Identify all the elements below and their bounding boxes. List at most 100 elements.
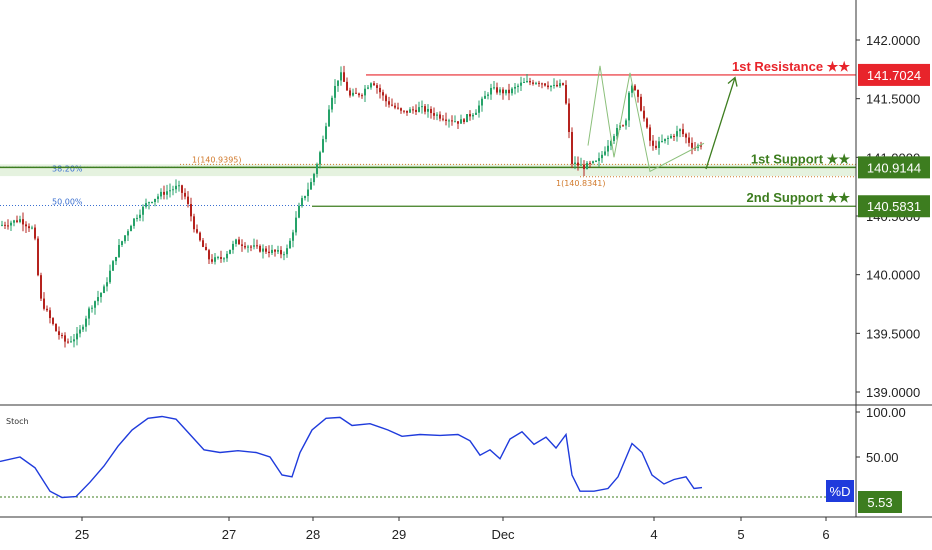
candle xyxy=(649,124,651,147)
candle xyxy=(268,245,270,258)
candle-body xyxy=(535,82,537,84)
stoch-title: Stoch xyxy=(6,417,29,426)
candle xyxy=(154,198,156,207)
candle xyxy=(538,80,540,87)
candle xyxy=(634,84,636,92)
candle-body xyxy=(622,125,624,127)
candle xyxy=(334,79,336,104)
candle-body xyxy=(550,85,552,88)
candle-body xyxy=(151,202,153,204)
stochastic-pane[interactable]: Stoch %D xyxy=(0,415,856,503)
candle-body xyxy=(502,89,504,94)
fib-38-label: 38.20% xyxy=(52,164,83,173)
candle xyxy=(241,239,243,252)
candle-body xyxy=(7,225,9,227)
candle xyxy=(166,184,168,200)
candle xyxy=(184,188,186,200)
candle xyxy=(547,81,549,90)
candle-body xyxy=(94,301,96,308)
candle-body xyxy=(1,224,3,226)
candle-body xyxy=(130,225,132,232)
candle-body xyxy=(469,114,471,117)
candle xyxy=(442,115,444,122)
candle-body xyxy=(586,162,588,170)
candle xyxy=(415,104,417,115)
candle-body xyxy=(271,249,273,254)
candle-body xyxy=(10,222,12,226)
candle xyxy=(628,91,630,128)
candle xyxy=(211,254,213,264)
candle-body xyxy=(187,196,189,204)
candle xyxy=(247,244,249,253)
candle xyxy=(169,183,171,198)
candle xyxy=(550,85,552,92)
price-pane[interactable]: 38.20% 50.00% 1(140.9395) 1(140.8341) 1st Re… xyxy=(0,59,856,348)
candle xyxy=(31,225,33,230)
candle xyxy=(673,133,675,141)
candle-body xyxy=(58,331,60,336)
candle-body xyxy=(334,85,336,98)
candle xyxy=(460,114,462,124)
candle-body xyxy=(289,240,291,249)
candle xyxy=(526,74,528,83)
candle-body xyxy=(547,85,549,88)
candle xyxy=(409,107,411,113)
candle xyxy=(376,82,378,94)
candle xyxy=(193,213,195,233)
candle xyxy=(493,81,495,90)
candle xyxy=(466,113,468,123)
candle-body xyxy=(409,109,411,113)
candle xyxy=(118,239,120,259)
candle-body xyxy=(178,185,180,187)
candle-body xyxy=(496,87,498,93)
candle xyxy=(502,87,504,100)
candle xyxy=(286,244,288,258)
candle xyxy=(559,79,561,88)
candle-body xyxy=(196,229,198,233)
candle-body xyxy=(322,139,324,153)
candle-body xyxy=(454,121,456,123)
candle-body xyxy=(49,310,51,319)
candle xyxy=(520,76,522,91)
candle-body xyxy=(364,88,366,96)
candle xyxy=(343,65,345,82)
candle-body xyxy=(280,250,282,255)
candle-body xyxy=(670,135,672,138)
candle-body xyxy=(691,142,693,148)
candle-body xyxy=(388,101,390,105)
candle xyxy=(307,182,309,202)
candle-body xyxy=(544,83,546,86)
candle xyxy=(109,264,111,284)
candle xyxy=(679,128,681,138)
candle-body xyxy=(355,92,357,94)
candle xyxy=(658,136,660,155)
candle xyxy=(424,104,426,115)
candle xyxy=(316,162,318,178)
candle-body xyxy=(310,182,312,190)
candle xyxy=(277,245,279,255)
candle-body xyxy=(358,93,360,96)
candle xyxy=(148,201,150,210)
candle xyxy=(364,85,366,103)
candle-body xyxy=(136,217,138,219)
candle-body xyxy=(700,145,702,147)
candle xyxy=(256,239,258,249)
candle-body xyxy=(67,341,69,343)
candle-body xyxy=(268,251,270,254)
candle xyxy=(172,185,174,196)
candle-body xyxy=(688,137,690,143)
candle-body xyxy=(661,141,663,143)
candle xyxy=(355,87,357,94)
candle-body xyxy=(298,205,300,218)
candle-body xyxy=(430,108,432,114)
candle-body xyxy=(625,120,627,126)
candle xyxy=(1,220,3,227)
candle-body xyxy=(412,109,414,111)
candle-body xyxy=(214,257,216,262)
candle-body xyxy=(541,83,543,85)
candle xyxy=(223,257,225,263)
pattern-zigzag xyxy=(587,65,705,173)
candle xyxy=(457,121,459,129)
